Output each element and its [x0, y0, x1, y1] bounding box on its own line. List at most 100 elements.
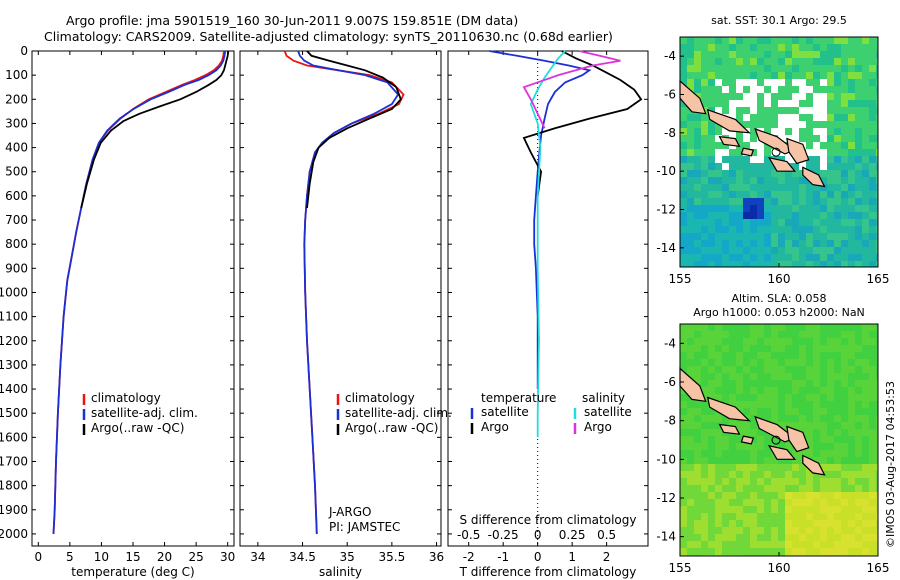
map-cell: [785, 177, 792, 184]
map-cell: [701, 72, 708, 79]
map-cell: [687, 499, 694, 506]
map-cell: [701, 408, 708, 415]
map-cell: [757, 485, 764, 492]
map-cell: [841, 422, 848, 429]
map-cell: [715, 380, 722, 387]
map-cell: [687, 142, 694, 149]
legend-label: Argo: [584, 420, 612, 434]
map-cell: [862, 37, 869, 44]
map-cell: [764, 128, 771, 135]
map-cell: [820, 506, 827, 513]
map-cell: [834, 128, 841, 135]
map-cell: [750, 513, 757, 520]
map-cell: [708, 261, 715, 267]
map-cell: [876, 163, 878, 170]
map-cell: [680, 135, 687, 142]
map-cell: [792, 457, 799, 464]
map-cell: [799, 513, 806, 520]
map-cell: [764, 506, 771, 513]
map-cell: [785, 191, 792, 198]
map-cell: [813, 513, 820, 520]
map-cell: [869, 345, 876, 352]
map-cell: [729, 478, 736, 485]
figure-title-line2: Climatology: CARS2009. Satellite-adjuste…: [44, 29, 613, 44]
map-cell: [848, 450, 855, 457]
map-cell: [680, 338, 687, 345]
map-cell: [701, 170, 708, 177]
map-cell: [855, 79, 862, 86]
map-cell: [694, 135, 701, 142]
map-cell: [813, 107, 820, 114]
map-cell: [729, 240, 736, 247]
map-cell: [743, 492, 750, 499]
map-cell: [701, 233, 708, 240]
map-y-tick-label: -8: [664, 126, 676, 140]
map-cell: [750, 247, 757, 254]
map-cell: [827, 324, 834, 331]
temperature-series-satellite-adj-clim-: [52, 50, 227, 534]
map-cell: [694, 261, 701, 267]
map-cell: [729, 177, 736, 184]
map-cell: [778, 212, 785, 219]
map-cell: [848, 387, 855, 394]
map-cell: [834, 121, 841, 128]
map-cell: [729, 149, 736, 156]
map-cell: [764, 394, 771, 401]
map-cell: [743, 135, 750, 142]
island-shape: [706, 396, 751, 422]
map-cell: [785, 135, 792, 142]
map-cell: [855, 373, 862, 380]
salinity-series-argo-raw-qc-: [306, 50, 402, 209]
map-cell: [869, 44, 876, 51]
map-cell: [715, 338, 722, 345]
map-cell: [687, 212, 694, 219]
map-cell: [680, 408, 687, 415]
map-x-tick-label: 160: [768, 272, 791, 286]
map-cell: [743, 219, 750, 226]
map-cell: [736, 520, 743, 527]
map-cell: [848, 359, 855, 366]
map-cell: [834, 380, 841, 387]
map-cell: [834, 492, 841, 499]
map-cell: [715, 366, 722, 373]
map-cell: [715, 247, 722, 254]
map-cell: [729, 170, 736, 177]
map-cell: [792, 401, 799, 408]
map-cell: [743, 37, 750, 44]
island-shape: [706, 108, 751, 134]
map-cell: [771, 247, 778, 254]
map-cell: [855, 65, 862, 72]
map-cell: [862, 86, 869, 93]
map-cell: [827, 93, 834, 100]
map-cell: [687, 247, 694, 254]
map-cell: [687, 352, 694, 359]
map-cell: [841, 471, 848, 478]
map-cell: [820, 177, 827, 184]
map-cell: [771, 184, 778, 191]
map-cell: [778, 527, 785, 534]
map-cell: [862, 366, 869, 373]
map-cell: [757, 219, 764, 226]
map-cell: [764, 184, 771, 191]
map-cell: [876, 100, 878, 107]
map-cell: [806, 51, 813, 58]
map-cell: [708, 527, 715, 534]
map-cell: [806, 65, 813, 72]
map-cell: [694, 429, 701, 436]
map-cell: [694, 457, 701, 464]
map-cell: [813, 527, 820, 534]
map-cell: [806, 499, 813, 506]
map-cell: [736, 191, 743, 198]
map-y-tick-label: -6: [664, 88, 676, 102]
map-cell: [834, 114, 841, 121]
map-cell: [722, 240, 729, 247]
map-cell: [841, 387, 848, 394]
map-cell: [778, 93, 785, 100]
map-cell: [799, 534, 806, 541]
map-cell: [701, 177, 708, 184]
map-cell: [820, 212, 827, 219]
map-cell: [792, 107, 799, 114]
map-cell: [820, 359, 827, 366]
map-cell: [827, 233, 834, 240]
map-cell: [869, 233, 876, 240]
